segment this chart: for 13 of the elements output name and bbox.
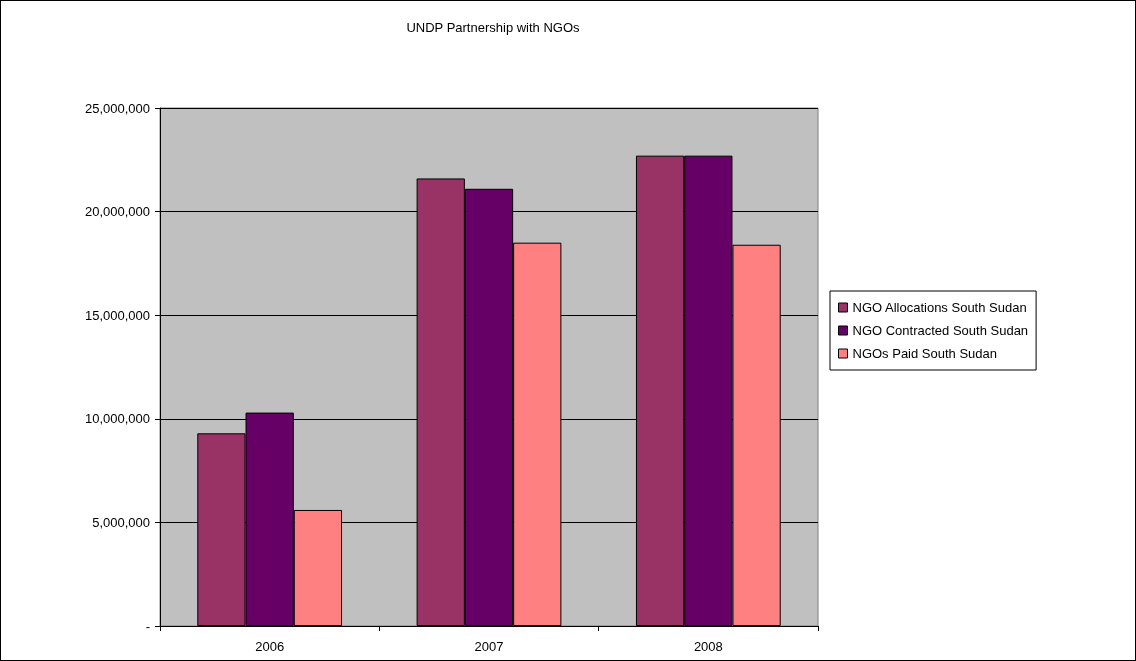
y-tick-label: 20,000,000	[84, 204, 150, 220]
legend-label: NGO Contracted South Sudan	[852, 323, 1029, 338]
y-tick-label: 15,000,000	[84, 307, 150, 323]
x-tick-label: 2007	[474, 639, 504, 654]
x-tick-label: 2008	[693, 639, 723, 654]
y-tick-label: 5,000,000	[92, 514, 150, 530]
legend-label: NGOs Paid South Sudan	[852, 346, 998, 361]
x-tick-label: 2006	[255, 639, 285, 654]
legend-label: NGO Allocations South Sudan	[852, 300, 1027, 315]
y-tick-label: 25,000,000	[84, 100, 150, 116]
chart-title: UNDP Partnership with NGOs	[406, 20, 581, 35]
y-tick-label: -	[145, 618, 150, 634]
y-tick-label: 10,000,000	[84, 411, 150, 427]
